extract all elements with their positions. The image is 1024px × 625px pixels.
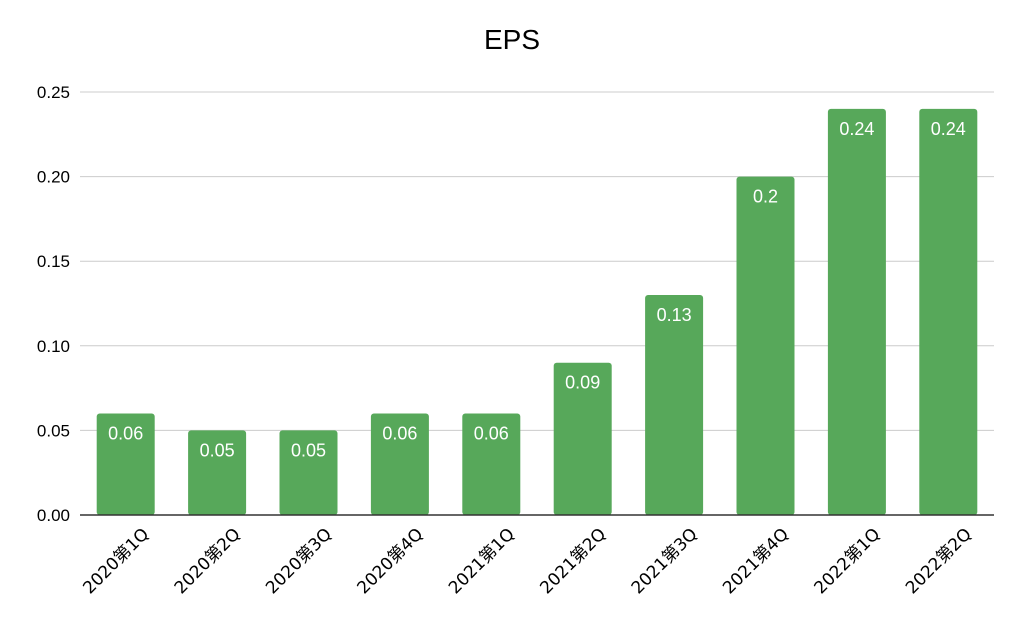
x-tick-label: 2020第1Q [79,524,153,598]
x-tick-label: 2020第2Q [171,524,245,598]
y-tick-label: 0.15 [37,252,70,271]
bar [188,430,247,515]
y-tick-label: 0.10 [37,337,70,356]
x-tick-label: 2020第4Q [354,524,428,598]
x-tick-label: 2022第2Q [902,524,976,598]
data-label: 0.2 [753,187,778,207]
y-tick-label: 0.05 [37,421,70,440]
bar [96,413,155,515]
data-label: 0.05 [291,440,326,460]
x-tick-label: 2021第2Q [536,524,610,598]
data-label: 0.13 [657,305,692,325]
y-tick-label: 0.00 [37,506,70,525]
x-tick-label: 2021第3Q [628,524,702,598]
data-label: 0.09 [565,373,600,393]
data-label: 0.05 [200,440,235,460]
data-label: 0.24 [931,119,966,139]
y-tick-label: 0.25 [37,83,70,102]
bar [645,295,704,515]
data-label: 0.24 [839,119,874,139]
bar [370,413,429,515]
data-label: 0.06 [474,423,509,443]
x-tick-label: 2021第4Q [719,524,793,598]
bar [553,362,612,515]
bar [827,108,886,516]
bar [919,108,978,516]
bar [462,413,521,515]
chart-title: EPS [483,24,541,55]
x-tick-label: 2021第1Q [445,524,519,598]
x-tick-label: 2022第1Q [811,524,885,598]
bar [736,176,795,515]
y-tick-label: 0.20 [37,168,70,187]
data-label: 0.06 [382,423,417,443]
data-label: 0.06 [108,423,143,443]
bar [279,430,338,515]
x-tick-label: 2020第3Q [262,524,336,598]
